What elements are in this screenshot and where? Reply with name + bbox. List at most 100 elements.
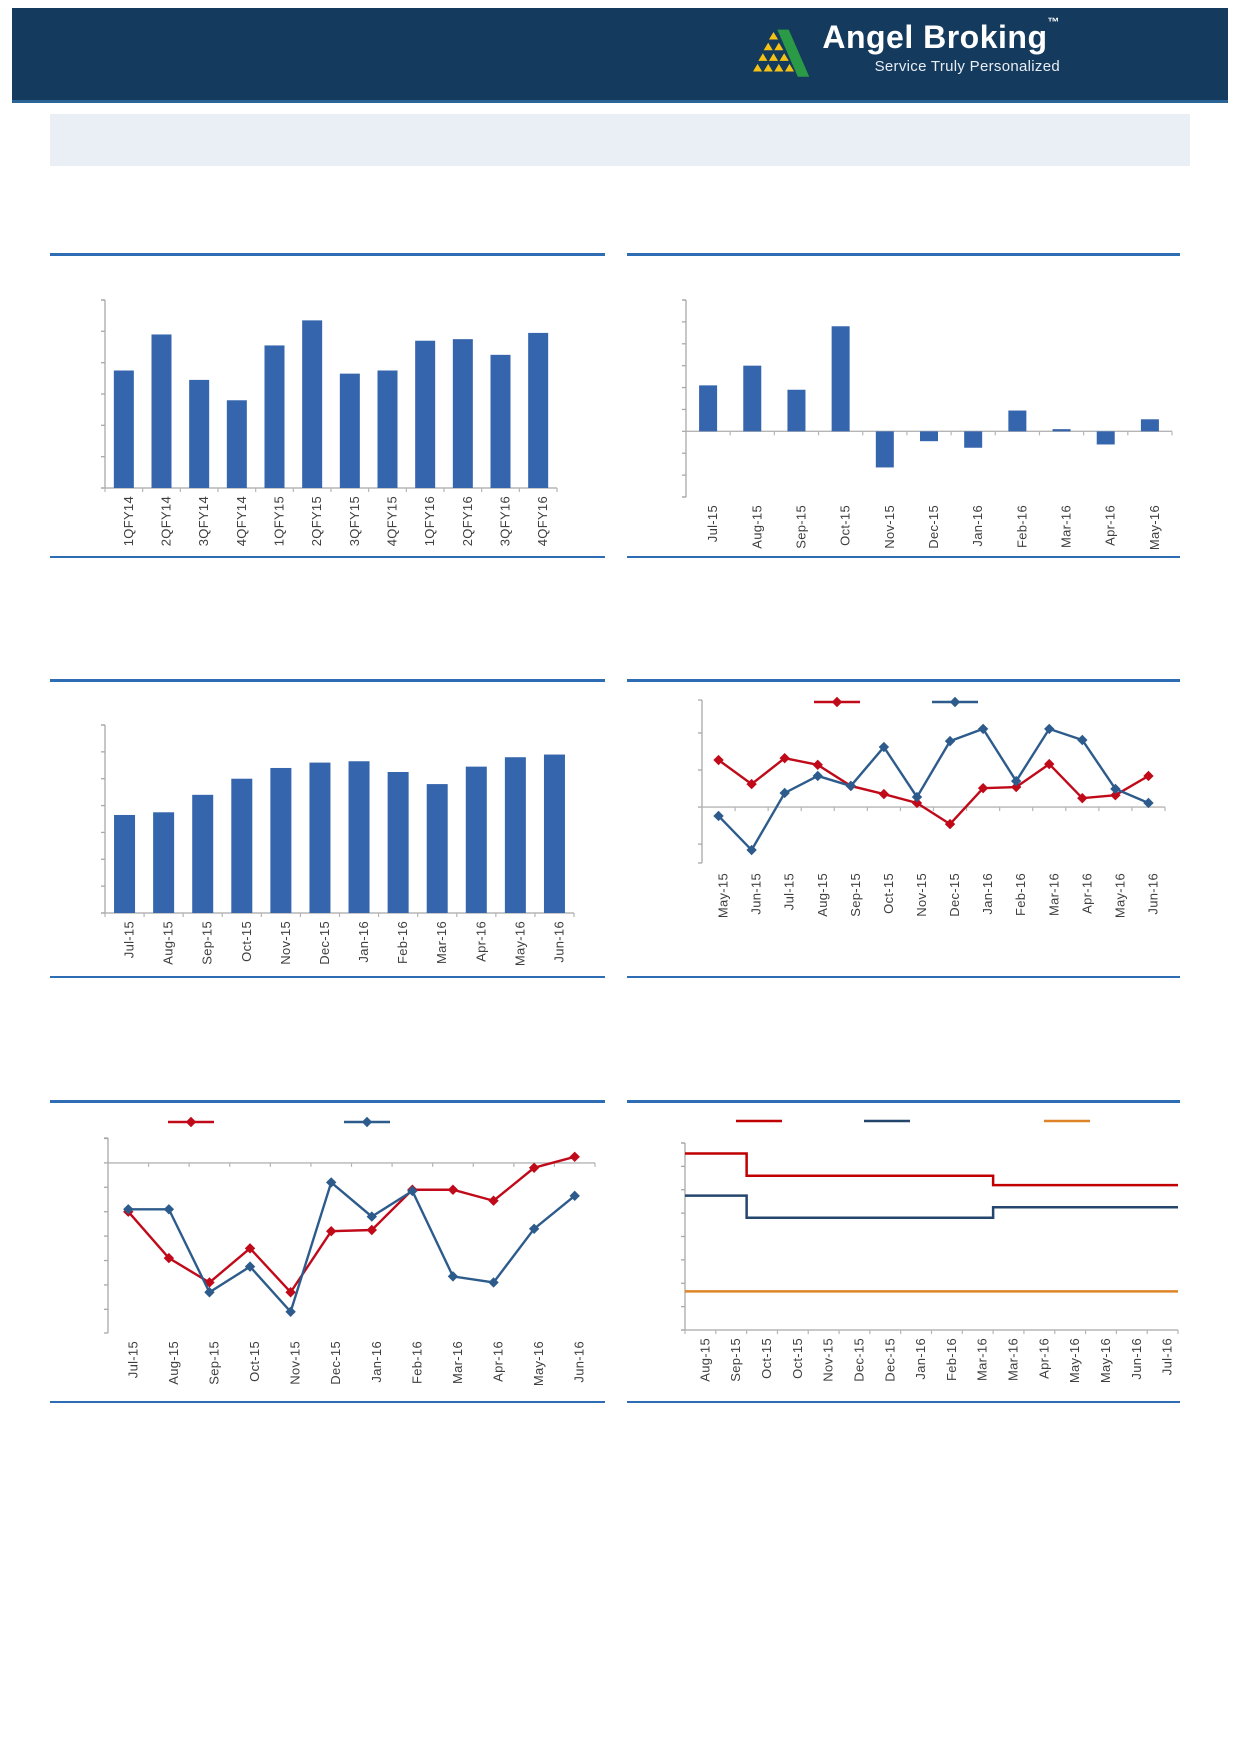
svg-text:Jun-15: Jun-15 xyxy=(749,873,764,915)
svg-text:Jul-15: Jul-15 xyxy=(125,1341,140,1378)
svg-text:4QFY16: 4QFY16 xyxy=(535,496,550,546)
svg-text:1QFY15: 1QFY15 xyxy=(272,496,287,546)
svg-text:Oct-15: Oct-15 xyxy=(790,1338,805,1379)
exhibit-rule-top-3-right xyxy=(627,1100,1180,1103)
svg-text:Apr-16: Apr-16 xyxy=(1036,1338,1051,1379)
brand-tagline: Service Truly Personalized xyxy=(874,58,1060,76)
exhibit-rule-top-2-left xyxy=(50,679,605,682)
svg-text:Jan-16: Jan-16 xyxy=(369,1341,384,1383)
chart-dual-line-monthly: May-15 Jun-15 Jul-15 Aug-15 Sep-15 Oct-15 Nov-… xyxy=(698,696,1166,918)
svg-text:Mar-16: Mar-16 xyxy=(975,1338,990,1381)
svg-text:Jul-15: Jul-15 xyxy=(122,921,137,958)
svg-text:Dec-15: Dec-15 xyxy=(882,1338,897,1382)
svg-text:Aug-15: Aug-15 xyxy=(815,873,830,917)
svg-text:Oct-15: Oct-15 xyxy=(247,1341,262,1382)
svg-text:Sep-15: Sep-15 xyxy=(206,1341,221,1385)
logo-pyramid-icon xyxy=(753,29,810,77)
svg-text:May-16: May-16 xyxy=(1112,873,1127,918)
svg-text:Jan-16: Jan-16 xyxy=(980,873,995,915)
svg-text:Jun-16: Jun-16 xyxy=(1145,873,1160,915)
svg-text:Feb-16: Feb-16 xyxy=(409,1341,424,1384)
trademark-symbol: ™ xyxy=(1047,15,1060,29)
svg-text:May-16: May-16 xyxy=(1067,1338,1082,1383)
svg-text:Aug-15: Aug-15 xyxy=(161,921,176,965)
svg-text:Apr-16: Apr-16 xyxy=(1103,505,1118,546)
svg-text:Apr-16: Apr-16 xyxy=(473,921,488,962)
exhibit-rule-top-1-left xyxy=(50,253,605,256)
svg-text:May-16: May-16 xyxy=(531,1341,546,1386)
svg-text:Nov-15: Nov-15 xyxy=(914,873,929,917)
svg-text:Jul-16: Jul-16 xyxy=(1160,1338,1175,1375)
svg-text:Aug-15: Aug-15 xyxy=(749,505,764,549)
svg-text:2QFY15: 2QFY15 xyxy=(309,496,324,546)
svg-text:Oct-15: Oct-15 xyxy=(881,873,896,914)
svg-text:1QFY14: 1QFY14 xyxy=(121,496,136,546)
svg-text:3QFY14: 3QFY14 xyxy=(196,496,211,546)
svg-text:Mar-16: Mar-16 xyxy=(1006,1338,1021,1381)
svg-text:Mar-16: Mar-16 xyxy=(450,1341,465,1384)
svg-text:Nov-15: Nov-15 xyxy=(821,1338,836,1382)
svg-text:4QFY14: 4QFY14 xyxy=(234,496,249,546)
svg-text:Feb-16: Feb-16 xyxy=(395,921,410,964)
svg-text:May-15: May-15 xyxy=(716,873,731,918)
svg-text:Apr-16: Apr-16 xyxy=(1079,873,1094,914)
svg-text:May-16: May-16 xyxy=(1147,505,1162,550)
svg-text:Sep-15: Sep-15 xyxy=(728,1338,743,1382)
exhibit-rule-bottom-2-right xyxy=(627,976,1180,978)
exhibit-rule-top-3-left xyxy=(50,1100,605,1103)
svg-text:Apr-16: Apr-16 xyxy=(491,1341,506,1382)
svg-text:Dec-15: Dec-15 xyxy=(926,505,941,549)
svg-text:Feb-16: Feb-16 xyxy=(1014,505,1029,548)
svg-text:Jul-15: Jul-15 xyxy=(705,505,720,542)
chart-monthly-change-bars: Jul-15 Aug-15 Sep-15 Oct-15 Nov-15 Dec-15 Jan-… xyxy=(682,299,1173,550)
svg-text:May-16: May-16 xyxy=(512,921,527,966)
svg-text:May-16: May-16 xyxy=(1098,1338,1113,1383)
svg-text:2QFY16: 2QFY16 xyxy=(460,496,475,546)
svg-text:4QFY15: 4QFY15 xyxy=(385,496,400,546)
svg-text:Sep-15: Sep-15 xyxy=(848,873,863,917)
svg-text:Aug-15: Aug-15 xyxy=(697,1338,712,1382)
svg-text:Dec-15: Dec-15 xyxy=(851,1338,866,1382)
svg-text:Nov-15: Nov-15 xyxy=(882,505,897,549)
highlight-banner xyxy=(50,114,1190,166)
svg-text:Dec-15: Dec-15 xyxy=(947,873,962,917)
chart-step-lines: Aug-15 Sep-15 Oct-15 Oct-15 Nov-15 Dec-15 Dec-… xyxy=(681,1119,1179,1383)
logo-text: Angel Broking™ Service Truly Personalize… xyxy=(822,15,1060,76)
svg-text:Nov-15: Nov-15 xyxy=(278,921,293,965)
svg-text:Jun-16: Jun-16 xyxy=(1129,1338,1144,1380)
svg-text:Jan-16: Jan-16 xyxy=(970,505,985,547)
svg-text:Mar-16: Mar-16 xyxy=(434,921,449,964)
exhibit-rule-bottom-1-left xyxy=(50,556,605,558)
svg-text:3QFY15: 3QFY15 xyxy=(347,496,362,546)
svg-text:Oct-15: Oct-15 xyxy=(239,921,254,962)
svg-text:Dec-15: Dec-15 xyxy=(317,921,332,965)
svg-text:Mar-16: Mar-16 xyxy=(1046,873,1061,916)
svg-text:Jun-16: Jun-16 xyxy=(551,921,566,963)
exhibit-rule-bottom-3-right xyxy=(627,1401,1180,1403)
svg-text:2QFY14: 2QFY14 xyxy=(159,496,174,546)
svg-text:Jul-15: Jul-15 xyxy=(782,873,797,910)
exhibit-rule-bottom-2-left xyxy=(50,976,605,978)
chart-monthly-bars: Jul-15 Aug-15 Sep-15 Oct-15 Nov-15 Dec-15 Jan-… xyxy=(101,724,575,966)
exhibit-rule-top-1-right xyxy=(627,253,1180,256)
svg-text:Jan-16: Jan-16 xyxy=(356,921,371,963)
svg-text:Mar-16: Mar-16 xyxy=(1059,505,1074,548)
exhibit-rule-bottom-1-right xyxy=(627,556,1180,558)
exhibit-rule-bottom-3-left xyxy=(50,1401,605,1403)
exhibit-rule-top-2-right xyxy=(627,679,1180,682)
svg-text:Jun-16: Jun-16 xyxy=(572,1341,587,1383)
angel-broking-logo: Angel Broking™ Service Truly Personalize… xyxy=(734,15,1060,88)
brand-name: Angel Broking™ xyxy=(822,15,1060,55)
svg-text:Feb-16: Feb-16 xyxy=(944,1338,959,1381)
svg-text:Feb-16: Feb-16 xyxy=(1013,873,1028,916)
svg-text:Sep-15: Sep-15 xyxy=(200,921,215,965)
svg-text:Oct-15: Oct-15 xyxy=(759,1338,774,1379)
chart-dual-line-monthly-2: Jul-15 Aug-15 Sep-15 Oct-15 Nov-15 Dec-15 Jan-… xyxy=(104,1116,596,1386)
svg-text:Aug-15: Aug-15 xyxy=(166,1341,181,1385)
svg-text:Dec-15: Dec-15 xyxy=(328,1341,343,1385)
svg-text:Nov-15: Nov-15 xyxy=(288,1341,303,1385)
chart-quarterly-bars: 1QFY14 2QFY14 3QFY14 4QFY14 1QFY15 2QFY15 3QFY… xyxy=(101,299,558,546)
svg-text:3QFY16: 3QFY16 xyxy=(498,496,513,546)
svg-text:Jan-16: Jan-16 xyxy=(913,1338,928,1380)
